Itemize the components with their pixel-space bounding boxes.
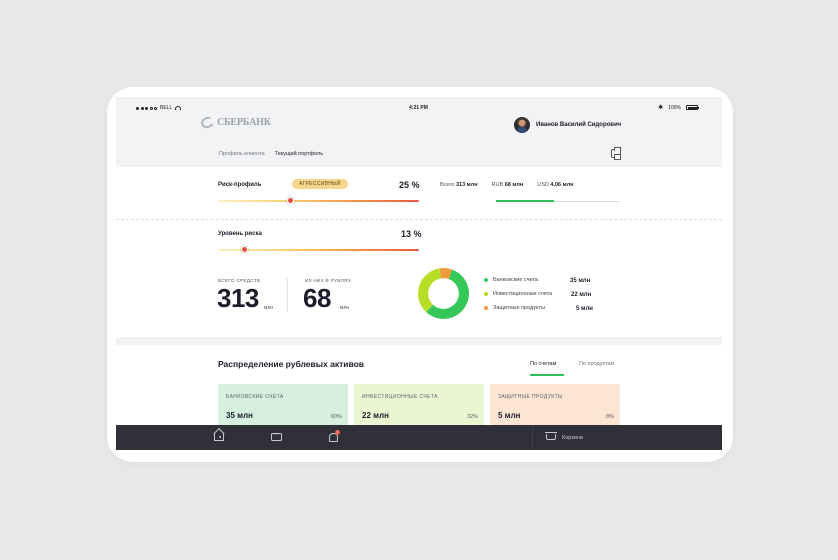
legend-value-bank: 35 млн [570,278,591,284]
sberbank-logo[interactable]: СБЕРБАНК [199,115,271,130]
rub-funds-unit: млн [340,305,350,311]
user-name: Иванов Василий Сидорович [536,122,622,128]
tab-client-profile[interactable]: Профиль клиента [219,151,265,157]
active-tab-indicator [530,374,564,376]
legend-value-invest: 22 млн [571,292,592,298]
section-separator [116,337,722,345]
chat-icon[interactable] [271,431,282,441]
risk-profile-percent: 25 % [399,180,420,190]
risk-level-label: Уровень риска [218,231,262,237]
currency-progress-track [496,201,620,202]
notification-badge: 3 [335,430,340,435]
legend-item-invest: Инвестиционные счета [484,291,552,297]
carrier-name: BELL [160,105,173,111]
tab-by-accounts[interactable]: По счетам [530,361,557,367]
bottom-navigation: 3 Корзина [116,425,722,450]
status-time: 4:21 PM [409,105,428,111]
signal-icon [136,106,157,110]
wifi-icon [175,106,182,110]
legend-value-protect: 5 млн [576,306,593,312]
status-bar: BELL 4:21 PM ✱ 100% [116,97,722,117]
legend-item-protect: Защитные продукты [484,305,545,311]
basket-icon[interactable] [545,432,557,440]
currency-totals: Всего 313 млн RUB 68 млн USD 4,06 млн [440,182,574,188]
total-funds-unit: млн [264,305,274,311]
donut-slice-3 [439,268,453,280]
avatar [514,117,530,133]
total-all: Всего 313 млн [440,182,478,188]
battery-icon [686,105,699,110]
risk-profile-badge: АГРЕССИВНЫЙ [292,179,348,189]
legend-dot [484,306,488,310]
battery-percent: 100% [668,104,681,111]
header: BELL 4:21 PM ✱ 100% СБЕРБАНК Иванов Васи… [116,97,722,167]
basket-label[interactable]: Корзина [562,435,583,441]
risk-profile-label: Риск-профиль [218,182,262,188]
section-divider [116,219,722,220]
risk-level-slider-handle[interactable] [240,246,248,253]
sberbank-logo-icon [199,115,216,130]
total-usd: USD 4,06 млн [537,182,574,188]
rub-funds-value: 68 [303,283,331,313]
risk-level-slider[interactable] [218,249,419,251]
currency-progress-fill [496,200,555,202]
summary-divider [287,278,288,312]
bell-icon[interactable] [329,433,338,442]
risk-level-percent: 13 % [401,229,422,239]
legend-item-bank: Банковские счета [484,277,538,283]
risk-profile-slider[interactable] [218,200,419,202]
tab-current-portfolio[interactable]: Текущий портфель [274,151,324,157]
donut-slice-2 [418,268,442,313]
legend-dot [484,292,488,296]
total-rub: RUB 68 млн [491,182,524,188]
risk-profile-slider-handle[interactable] [287,197,295,204]
rub-funds-caption: ИЗ НИХ В РУБЛЯХ [305,278,352,283]
header-tabs: Профиль клиента Текущий портфель [219,151,323,157]
donut-slice-1 [426,269,469,319]
bluetooth-icon: ✱ [658,105,664,111]
print-icon[interactable] [611,147,621,160]
assets-donut-chart [418,268,469,319]
home-icon[interactable] [214,433,224,441]
legend-dot [484,278,488,282]
total-funds-value: 313 [217,283,259,313]
distribution-title: Распределение рублевых активов [218,359,364,369]
user-profile[interactable]: Иванов Василий Сидорович [514,117,621,133]
bottom-bar-divider [532,425,533,450]
total-funds-caption: ВСЕГО СРЕДСТВ [218,278,261,283]
tab-by-products[interactable]: По продуктам [579,361,615,367]
app-screen: BELL 4:21 PM ✱ 100% СБЕРБАНК Иванов Васи… [116,97,722,452]
